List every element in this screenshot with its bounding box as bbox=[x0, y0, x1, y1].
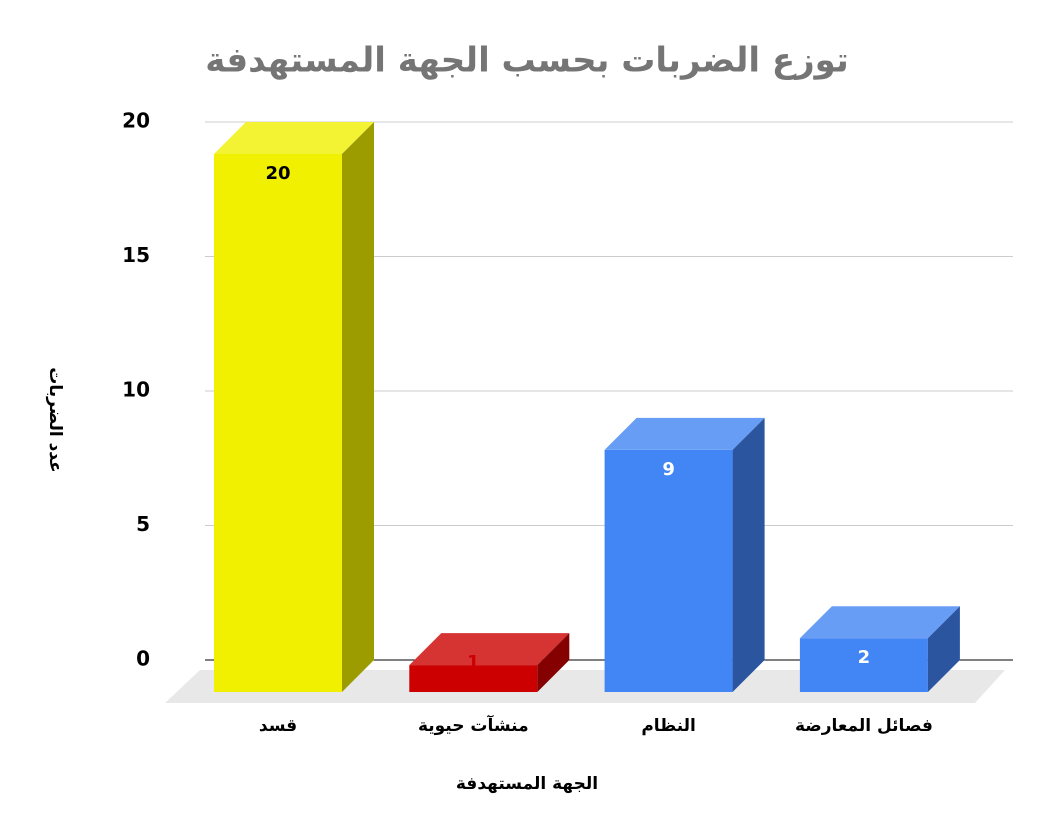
y-tick-label: 20 bbox=[122, 109, 150, 133]
data-label: 2 bbox=[858, 647, 871, 668]
bar-front bbox=[214, 154, 342, 692]
x-tick-label: قسد bbox=[259, 716, 297, 736]
y-tick-label: 5 bbox=[136, 512, 150, 536]
y-tick-label: 0 bbox=[136, 647, 150, 671]
bar-front bbox=[409, 665, 538, 692]
y-tick-label: 10 bbox=[122, 378, 150, 402]
bar-top bbox=[799, 606, 960, 639]
bar-side bbox=[927, 606, 960, 692]
x-axis-label: الجهة المستهدفة bbox=[456, 774, 598, 794]
y-axis-label: عدد الضربات bbox=[45, 367, 65, 472]
x-tick-label: النظام bbox=[641, 716, 696, 736]
bar-top bbox=[604, 417, 765, 450]
bar-side bbox=[732, 417, 765, 692]
bar-side bbox=[342, 122, 374, 692]
data-label: 9 bbox=[662, 459, 675, 480]
bar-top bbox=[214, 122, 374, 154]
bar-front bbox=[799, 638, 928, 692]
bar-top bbox=[409, 633, 570, 666]
chart-title: توزع الضربات بحسب الجهة المستهدفة bbox=[205, 41, 849, 81]
y-tick-label: 15 bbox=[122, 243, 150, 267]
bar-side bbox=[537, 633, 570, 692]
bar-front bbox=[604, 449, 733, 692]
data-label: 1 bbox=[467, 652, 480, 673]
x-tick-label: منشآت حيوية bbox=[418, 714, 529, 736]
floor bbox=[165, 670, 1005, 703]
x-tick-label: فصائل المعارضة bbox=[795, 716, 933, 736]
data-label: 20 bbox=[265, 163, 290, 184]
